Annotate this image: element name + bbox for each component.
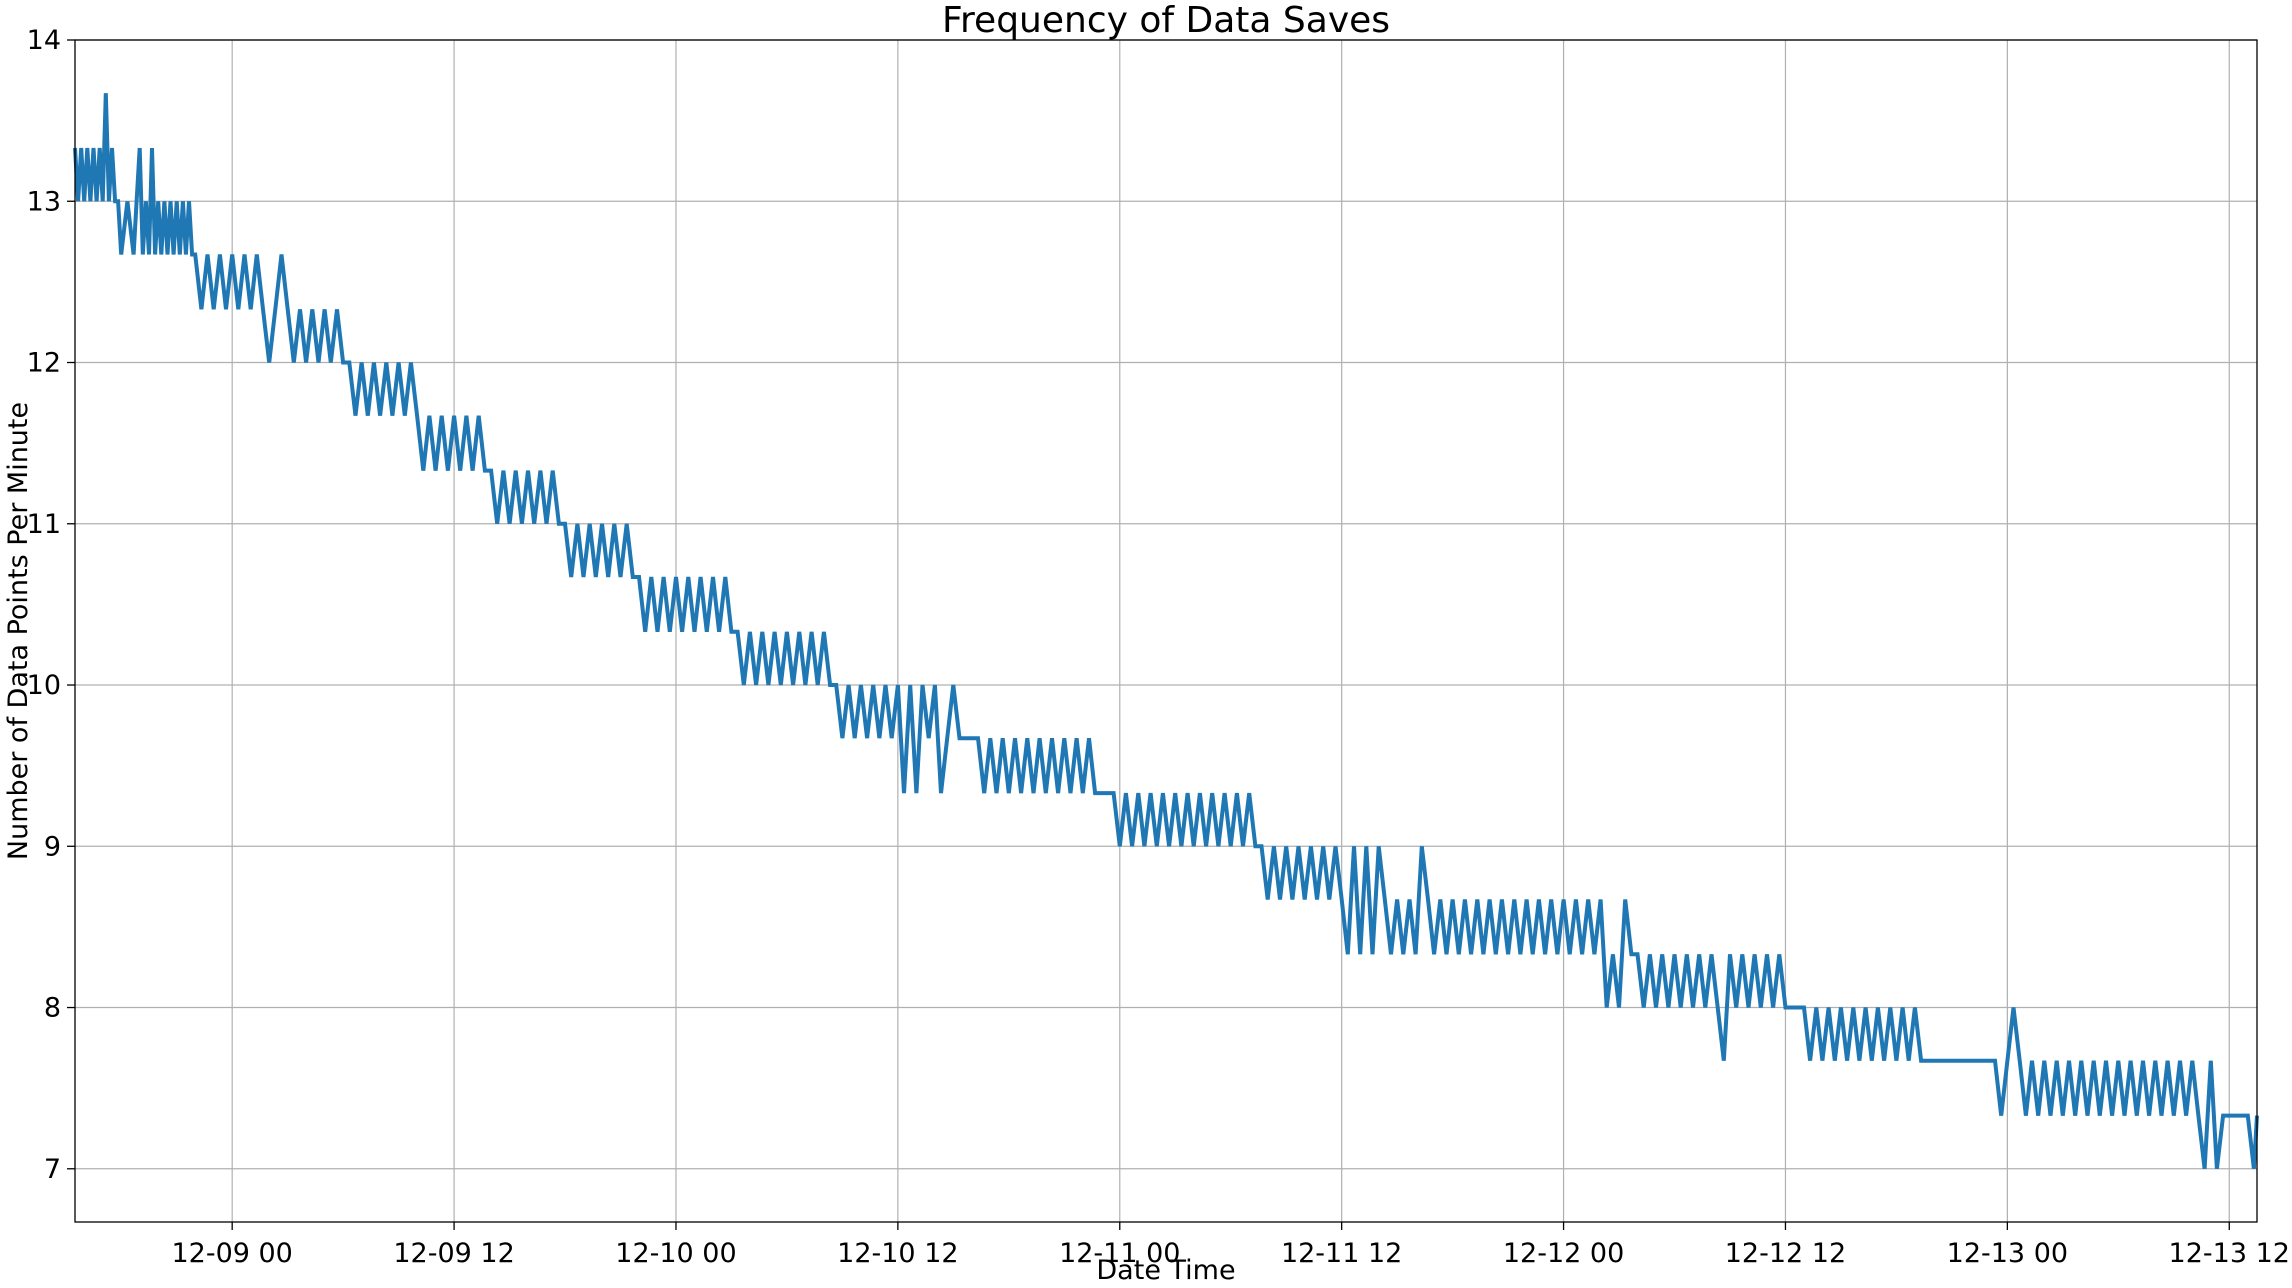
x-tick-label: 12-10 00 [615, 1238, 736, 1269]
x-tick-label: 12-13 00 [1947, 1238, 2068, 1269]
x-tick-label: 12-09 00 [171, 1238, 292, 1269]
series-line [73, 93, 2259, 1170]
y-tick-label: 14 [27, 25, 61, 56]
tick-layer: 7 8 9 10 11 12 13 14 12-09 00 12-09 12 12-10 00 12-… [27, 25, 2290, 1269]
series-layer [73, 93, 2259, 1170]
grid-layer [75, 39, 2257, 1222]
x-tick-label: 12-11 00 [1059, 1238, 1180, 1269]
x-tick-label: 12-09 12 [393, 1238, 514, 1269]
y-tick-label: 11 [27, 509, 61, 540]
x-tick-label: 12-12 00 [1503, 1238, 1624, 1269]
y-axis-label: Number of Data Points Per Minute [3, 402, 34, 860]
y-tick-label: 12 [27, 348, 61, 379]
x-axis-label: Date Time [1096, 1255, 1235, 1286]
y-tick-label: 10 [27, 670, 61, 701]
x-tick-label: 12-10 12 [837, 1238, 958, 1269]
plot-frame [74, 39, 2258, 1223]
chart-title: Frequency of Data Saves [942, 0, 1390, 41]
y-tick-label: 9 [44, 831, 61, 862]
x-tick-label: 12-12 12 [1725, 1238, 1846, 1269]
x-tick-label: 12-11 12 [1281, 1238, 1402, 1269]
y-tick-label: 7 [44, 1154, 61, 1185]
y-tick-label: 8 [44, 993, 61, 1024]
x-tick-label: 12-13 12 [2169, 1238, 2290, 1269]
y-tick-label: 13 [27, 186, 61, 217]
